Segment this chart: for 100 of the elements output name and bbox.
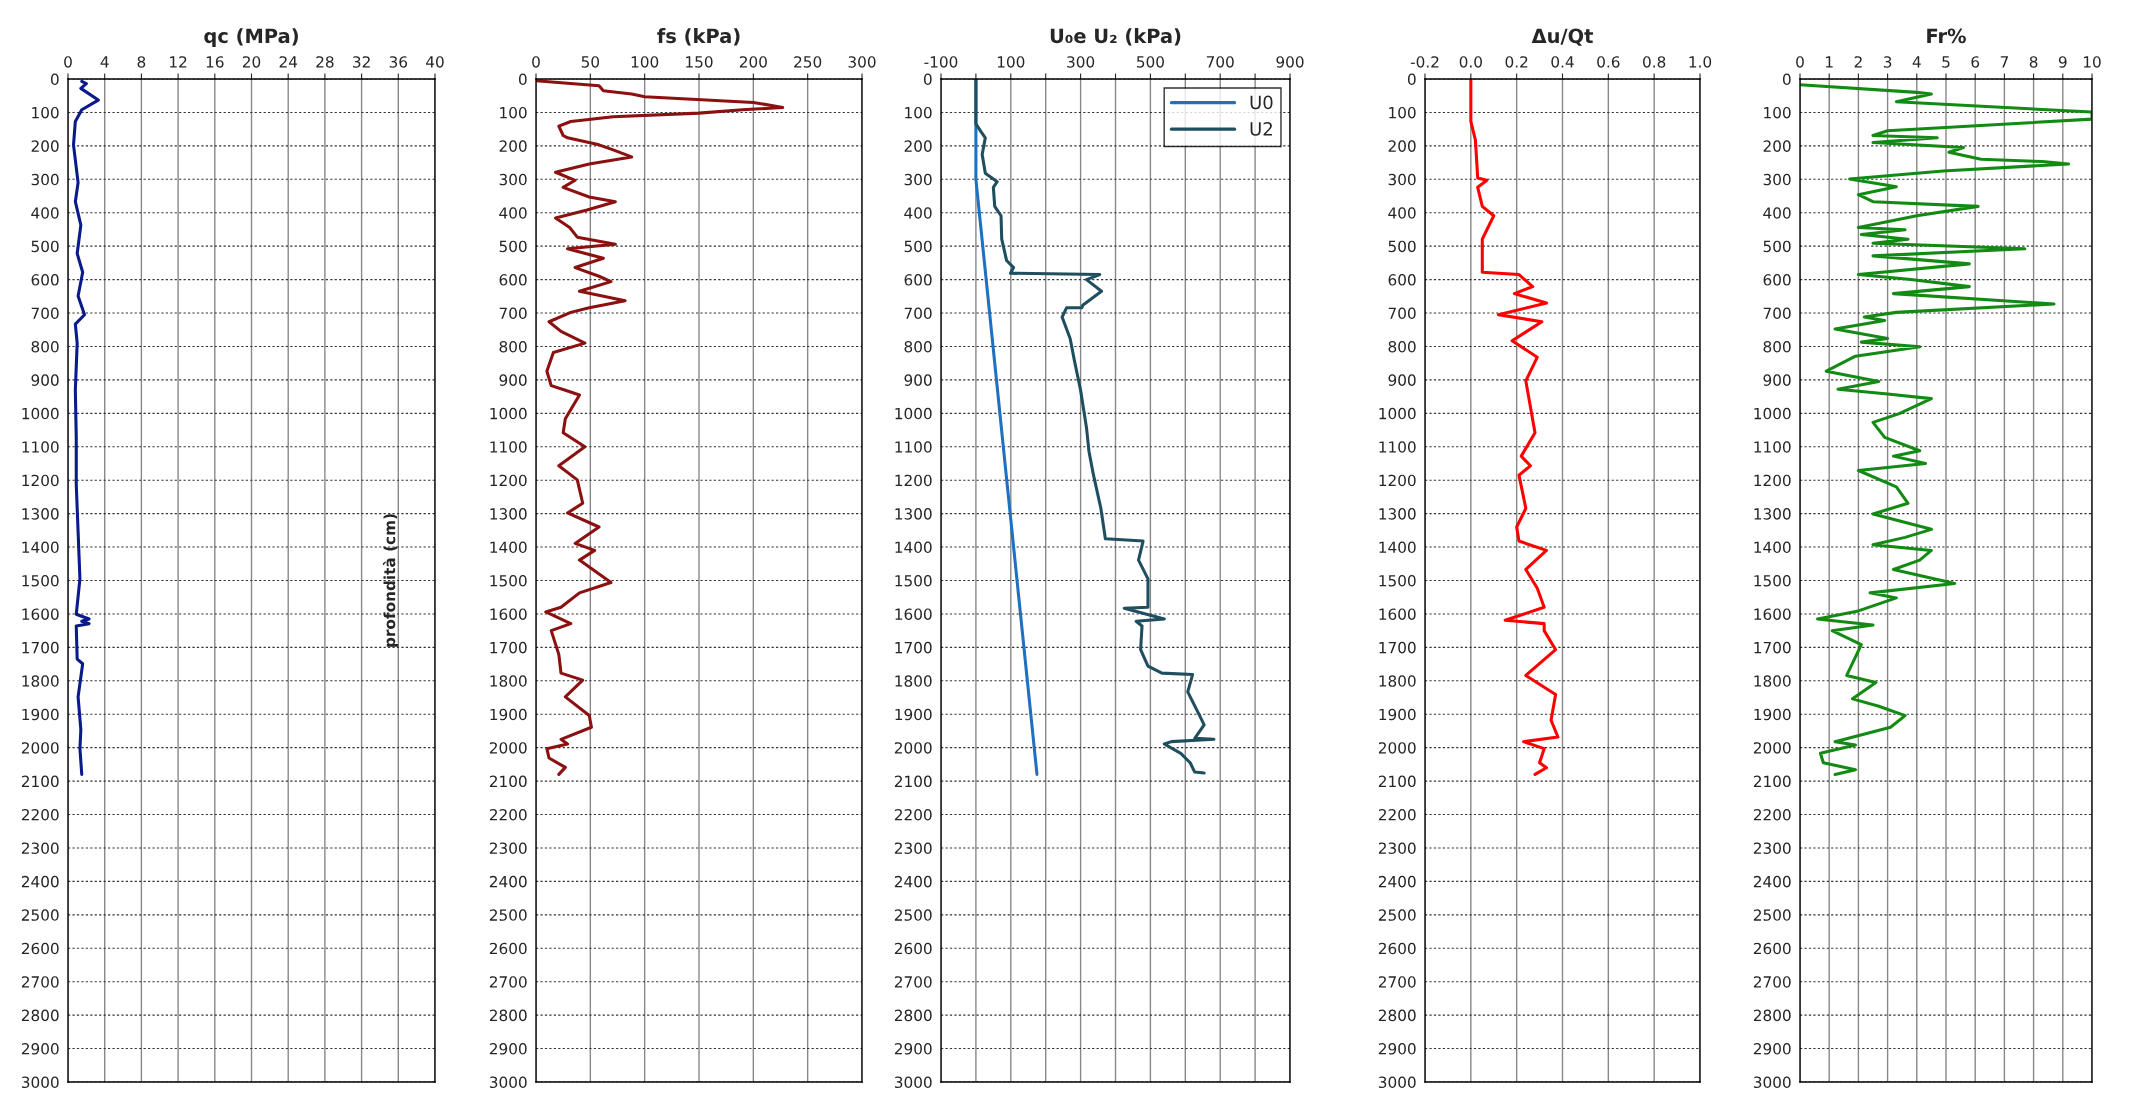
y-tick-label: 400 [1763, 207, 1791, 219]
y-tick-label: 2900 [21, 1043, 59, 1055]
chart-title: Δu/Qt [1531, 28, 1593, 46]
y-tick-label: 100 [1764, 106, 1791, 119]
y-tick-label: 2400 [489, 875, 527, 888]
y-axis-title: profondità (cm) [382, 514, 399, 647]
y-tick-label: 400 [499, 207, 527, 219]
y-tick-label: 2800 [1378, 1009, 1416, 1022]
chart-title: Fr% [1927, 28, 1966, 44]
y-tick-label: 2500 [21, 909, 59, 921]
y-tick-label: 1000 [1379, 407, 1416, 420]
y-tick-label: 300 [499, 173, 527, 186]
legend-label: U0 [1250, 95, 1273, 110]
y-tick-label: 2300 [1378, 842, 1416, 854]
y-tick-label: 2100 [894, 775, 932, 788]
y-tick-label: 1500 [895, 574, 932, 587]
chart-title: qc (MPa) [204, 28, 298, 47]
y-tick-label: 3000 [21, 1076, 59, 1089]
y-tick-label: 2300 [894, 842, 932, 854]
x-tick-label: 0.6 [1597, 56, 1620, 68]
y-tick-label: 900 [1763, 374, 1791, 386]
y-tick-label: 100 [32, 106, 59, 119]
y-tick-label: 2500 [489, 909, 527, 921]
y-tick-label: 1700 [1379, 641, 1416, 654]
y-tick-label: 1900 [1754, 708, 1791, 721]
x-tick-label: 700 [1206, 56, 1234, 68]
y-tick-label: 3000 [894, 1076, 932, 1089]
y-tick-label: 2200 [1378, 809, 1416, 821]
y-tick-label: 0 [1407, 73, 1416, 86]
y-tick-label: 2400 [1753, 875, 1791, 888]
y-tick-label: 1200 [1379, 474, 1416, 487]
y-tick-label: 2200 [1753, 809, 1791, 821]
chart-title: fs (kPa) [657, 28, 740, 46]
y-tick-label: 1400 [490, 541, 527, 554]
y-tick-label: 2200 [489, 809, 527, 821]
y-tick-label: 2200 [894, 809, 932, 821]
y-tick-label: 1000 [490, 407, 527, 420]
y-tick-label: 600 [31, 274, 59, 286]
x-tick-label: 0.8 [1643, 56, 1666, 68]
y-tick-label: 2100 [21, 775, 59, 788]
y-tick-label: 1100 [895, 441, 932, 453]
x-tick-label: 4 [1912, 56, 1921, 68]
x-tick-label: 200 [739, 56, 767, 68]
y-tick-label: 1800 [1379, 675, 1416, 687]
y-tick-label: 200 [1763, 140, 1791, 152]
y-tick-label: 2400 [1378, 875, 1416, 888]
x-tick-label: 250 [794, 56, 822, 68]
y-tick-label: 700 [904, 307, 932, 320]
y-tick-label: 400 [1388, 207, 1416, 219]
y-tick-label: 2300 [1753, 842, 1791, 854]
x-tick-label: 0 [64, 56, 72, 68]
x-tick-label: 150 [686, 56, 713, 68]
y-tick-label: 900 [31, 374, 59, 386]
y-tick-label: 700 [31, 307, 59, 320]
y-tick-label: 1700 [895, 641, 932, 654]
y-tick-label: 100 [905, 106, 932, 119]
y-tick-label: 0 [518, 73, 527, 86]
y-tick-label: 300 [1388, 173, 1416, 186]
y-tick-label: 0 [1782, 73, 1791, 86]
x-tick-label: 300 [848, 56, 876, 68]
y-tick-label: 1300 [1754, 508, 1791, 520]
y-tick-label: 2500 [1378, 909, 1416, 921]
x-tick-label: 6 [1971, 56, 1980, 68]
y-tick-label: 1000 [22, 407, 59, 420]
x-tick-label: 7 [2000, 56, 2008, 68]
y-tick-label: 0 [50, 73, 59, 86]
y-tick-label: 800 [904, 340, 932, 353]
y-tick-label: 1300 [490, 508, 527, 520]
x-tick-label: 8 [2029, 56, 2038, 68]
y-tick-label: 1900 [22, 708, 59, 721]
y-tick-label: 600 [1763, 274, 1791, 286]
x-tick-label: 9 [2058, 56, 2067, 68]
y-tick-label: 1800 [1754, 675, 1791, 687]
y-tick-label: 1900 [895, 708, 932, 721]
y-tick-label: 200 [904, 140, 932, 152]
y-tick-label: 800 [1763, 340, 1791, 353]
y-tick-label: 100 [1389, 106, 1416, 119]
y-tick-label: 2800 [21, 1009, 59, 1022]
y-tick-label: 1100 [490, 441, 527, 453]
y-tick-label: 2700 [1753, 976, 1791, 988]
x-tick-label: 10 [2083, 56, 2101, 68]
y-tick-label: 2700 [894, 976, 932, 988]
x-tick-label: 0.4 [1551, 56, 1574, 68]
y-tick-label: 500 [1763, 240, 1791, 253]
y-tick-label: 2000 [894, 742, 932, 754]
x-tick-label: 0.0 [1459, 56, 1482, 68]
x-tick-label: 0 [532, 56, 540, 68]
y-tick-label: 1100 [22, 441, 59, 453]
x-tick-label: 3 [1883, 56, 1892, 68]
y-tick-label: 600 [499, 274, 527, 286]
y-tick-label: 2000 [21, 742, 59, 754]
y-tick-label: 2500 [1753, 909, 1791, 921]
y-tick-label: 2600 [21, 942, 59, 955]
x-tick-label: 300 [1067, 56, 1095, 68]
y-tick-label: 700 [1388, 307, 1416, 320]
y-tick-label: 2600 [489, 942, 527, 955]
y-tick-label: 500 [904, 240, 932, 253]
y-tick-label: 2900 [1753, 1043, 1791, 1055]
x-tick-label: 500 [1137, 56, 1164, 68]
x-tick-label: 24 [279, 56, 298, 68]
